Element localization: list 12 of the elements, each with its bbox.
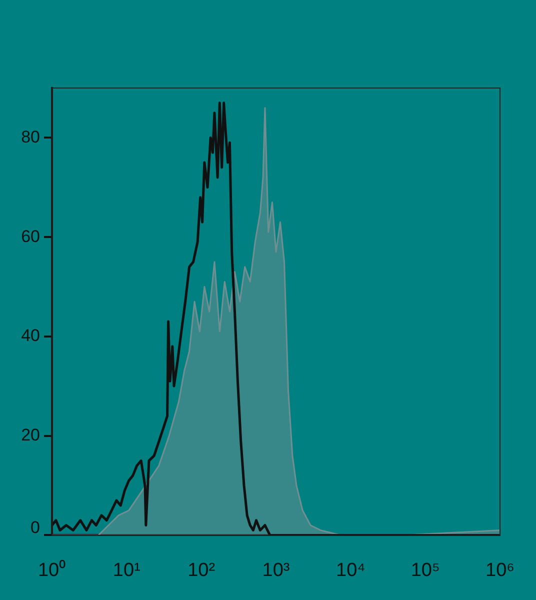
y-tick-label: 20: [21, 426, 40, 445]
x-tick-label: 10¹: [112, 560, 140, 581]
x-tick-label: 10⁵: [410, 560, 440, 581]
x-tick-label: 10²: [188, 560, 216, 581]
x-tick-label: 10⁶: [486, 560, 514, 581]
y-tick-label: 40: [21, 326, 40, 346]
x-tick-label: 10⁰: [38, 558, 66, 581]
y-tick-label: 60: [21, 226, 40, 246]
y-tick-label: 0: [30, 518, 40, 537]
x-tick-label: 10⁴: [336, 560, 366, 581]
x-tick-label: 10³: [262, 560, 290, 581]
y-tick-label: 80: [21, 127, 40, 146]
